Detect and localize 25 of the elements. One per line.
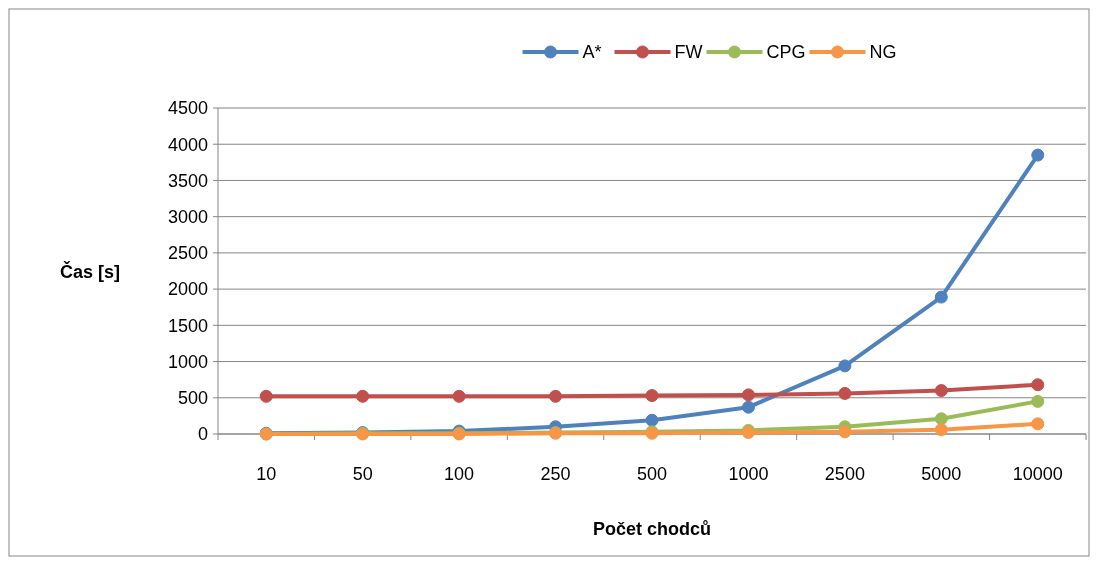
legend-label: CPG xyxy=(766,42,806,63)
x-tick-label: 500 xyxy=(636,464,668,484)
x-tick-label: 5000 xyxy=(921,464,962,484)
y-tick-label: 0 xyxy=(197,424,208,445)
x-tick-label: 10000 xyxy=(1012,464,1063,484)
x-axis-title: Počet chodců xyxy=(592,519,712,539)
y-axis-title: Čas [s] xyxy=(59,261,121,282)
y-tick-label: 2500 xyxy=(167,243,208,264)
y-tick-label: 1000 xyxy=(167,351,208,372)
x-tick-label: 100 xyxy=(444,464,475,484)
x-tick-label: 50 xyxy=(352,464,373,484)
x-tick-label: 1000 xyxy=(728,464,769,484)
y-tick-label: 4000 xyxy=(167,134,208,155)
legend-label: A* xyxy=(582,42,602,63)
y-tick-label: 1500 xyxy=(167,315,208,336)
x-tick-label: 10 xyxy=(256,464,277,484)
x-tick-label: 250 xyxy=(540,464,571,484)
y-tick-label: 3000 xyxy=(167,206,208,227)
legend-label: NG xyxy=(869,42,897,63)
legend-label: FW xyxy=(674,42,703,63)
y-tick-label: 4500 xyxy=(167,98,208,119)
y-tick-label: 3500 xyxy=(167,170,208,191)
x-tick-label: 2500 xyxy=(824,464,865,484)
y-tick-label: 2000 xyxy=(167,279,208,300)
y-tick-label: 500 xyxy=(177,388,208,409)
